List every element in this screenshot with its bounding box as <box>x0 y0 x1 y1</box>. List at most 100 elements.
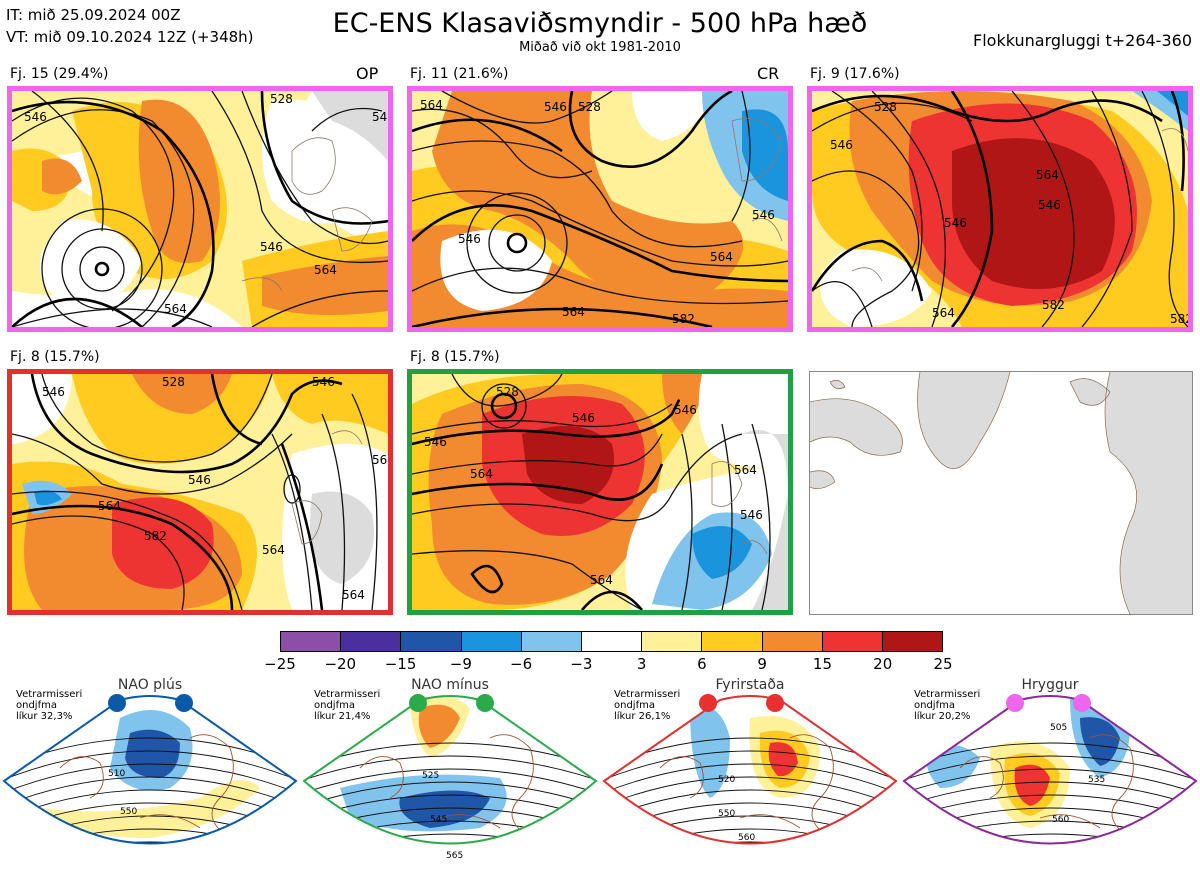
contour-label: 546 <box>372 110 388 124</box>
regime-contour-label: 550 <box>120 807 137 817</box>
regime-note: Vetrarmisseri ondjfma líkur 20,2% <box>914 689 980 722</box>
regime-note: Vetrarmisseri ondjfma líkur 21,4% <box>314 689 380 722</box>
regime-dot <box>1073 694 1091 712</box>
contour-label: 528 <box>496 385 519 399</box>
regime-contour-label: 505 <box>1050 723 1067 733</box>
contour-label: 582 <box>672 312 695 326</box>
colorbar <box>280 631 943 652</box>
cluster-map-2: 564 546 528 546 564 564 582 546 <box>407 86 793 332</box>
regime-contour-label: 510 <box>108 769 125 779</box>
colorbar-tick-label: 6 <box>697 655 707 673</box>
regime-panel-1: 510 550 NAO plús Vetrarmisseri ondjfma líkur … <box>0 677 300 871</box>
contour-label: 564 <box>734 463 757 477</box>
regime-dot <box>409 694 427 712</box>
regime-panel-3: 520 550 560 Fyrirstaða Vetrarmisseri ondjfma l… <box>600 677 900 871</box>
regime-contour-label: 545 <box>430 815 447 825</box>
colorbar-tick-label: 20 <box>873 655 893 673</box>
contour-label: 564 <box>342 588 365 602</box>
panel-2-label: Fj. 11 (21.6%) <box>410 66 509 82</box>
contour-label: 564 <box>164 302 187 316</box>
contour-label: 546 <box>830 138 853 152</box>
cluster-map-4: 546 528 546 546 564 564 582 564 564 <box>7 369 393 615</box>
regime-title: NAO mínus <box>411 677 489 693</box>
regime-title: Hryggur <box>1021 677 1079 693</box>
contour-label: 546 <box>260 240 283 254</box>
regime-note-line: Vetrarmisseri <box>614 689 681 700</box>
contour-label: 564 <box>562 305 585 319</box>
panel-4-label: Fj. 8 (15.7%) <box>10 349 100 365</box>
contour-label: 564 <box>420 98 443 112</box>
colorbar-tick-label: −25 <box>264 655 296 673</box>
colorbar-cell <box>701 632 762 651</box>
panel-2-tag: CR <box>757 64 780 83</box>
contour-label: 564 <box>1036 168 1059 182</box>
contour-label: 528 <box>162 375 185 389</box>
regime-contour-label: 560 <box>738 833 755 843</box>
regime-dot <box>1006 694 1024 712</box>
contour-label: 546 <box>674 403 697 417</box>
regime-note-line: líkur 26,1% <box>614 711 671 722</box>
contour-label: 564 <box>710 250 733 264</box>
colorbar-tick-label: −9 <box>449 655 472 673</box>
page-subtitle: Miðað við okt 1981-2010 <box>519 40 681 55</box>
panel-1-tag: OP <box>356 64 379 83</box>
contour-label: 546 <box>188 473 211 487</box>
regime-contour-label: 535 <box>1088 775 1105 785</box>
contour-label: 528 <box>270 92 293 106</box>
colorbar-cell <box>821 632 882 651</box>
contour-label: 546 <box>24 110 47 124</box>
regime-contour-label: 550 <box>718 809 735 819</box>
regime-note-line: ondjfma <box>914 700 955 711</box>
contour-label: 546 <box>572 411 595 425</box>
regime-note-line: Vetrarmisseri <box>914 689 981 700</box>
valid-time: VT: mið 09.10.2024 12Z (+348h) <box>6 28 254 46</box>
colorbar-tick-label: −20 <box>324 655 357 673</box>
regime-title: Fyrirstaða <box>715 677 785 693</box>
panel-3-label: Fj. 9 (17.6%) <box>810 66 900 82</box>
contour-label: 564 <box>470 467 493 481</box>
contour-label: 582 <box>144 529 167 543</box>
contour-label: 528 <box>578 100 601 114</box>
regime-panel-4: 505 535 560 Hryggur Vetrarmisseri ondjfma líku… <box>900 677 1200 871</box>
panel-5-label: Fj. 8 (15.7%) <box>410 349 500 365</box>
contour-label: 546 <box>312 375 335 389</box>
colorbar-tick-label: −15 <box>384 655 417 673</box>
regime-note: Vetrarmisseri ondjfma líkur 26,1% <box>614 689 680 722</box>
regime-note-line: ondjfma <box>16 700 57 711</box>
regime-note-line: líkur 20,2% <box>914 711 971 722</box>
colorbar-cell <box>460 632 521 651</box>
regime-note-line: líkur 32,3% <box>16 711 73 722</box>
contour-label: 564 <box>932 306 955 320</box>
contour-label: 582 <box>1170 312 1188 326</box>
colorbar-tick-label: 25 <box>933 655 953 673</box>
regime-dot <box>108 694 126 712</box>
regime-contour-label: 560 <box>1052 815 1069 825</box>
issue-time: IT: mið 25.09.2024 00Z <box>6 6 181 24</box>
colorbar-tick-label: 9 <box>757 655 767 673</box>
colorbar-cell <box>520 632 581 651</box>
contour-label: 546 <box>424 435 447 449</box>
colorbar-tick-label: −3 <box>570 655 593 673</box>
colorbar-cell <box>881 632 943 651</box>
colorbar-cell <box>761 632 822 651</box>
regime-dot <box>766 694 784 712</box>
regime-note-line: ondjfma <box>314 700 355 711</box>
regime-note-line: ondjfma <box>614 700 655 711</box>
contour-label: 546 <box>752 208 775 222</box>
cluster-map-1: 546 528 546 564 564 546 <box>7 86 393 332</box>
contour-label: 546 <box>1038 198 1061 212</box>
contour-label: 564 <box>314 263 337 277</box>
contour-label: 546 <box>42 385 65 399</box>
contour-label: 564 <box>98 499 121 513</box>
contour-label: 564 <box>590 573 613 587</box>
page-title: EC-ENS Klasaviðsmyndir - 500 hPa hæð <box>332 8 868 39</box>
colorbar-tick-label: 15 <box>812 655 832 673</box>
regime-note-line: Vetrarmisseri <box>314 689 381 700</box>
regime-dot <box>476 694 494 712</box>
contour-label: 528 <box>874 100 897 114</box>
regime-note-line: Vetrarmisseri <box>16 689 83 700</box>
contour-label: 582 <box>1042 298 1065 312</box>
regime-contour-label: 525 <box>422 771 439 781</box>
contour-label: 546 <box>740 508 763 522</box>
colorbar-tick-label: −6 <box>510 655 533 673</box>
